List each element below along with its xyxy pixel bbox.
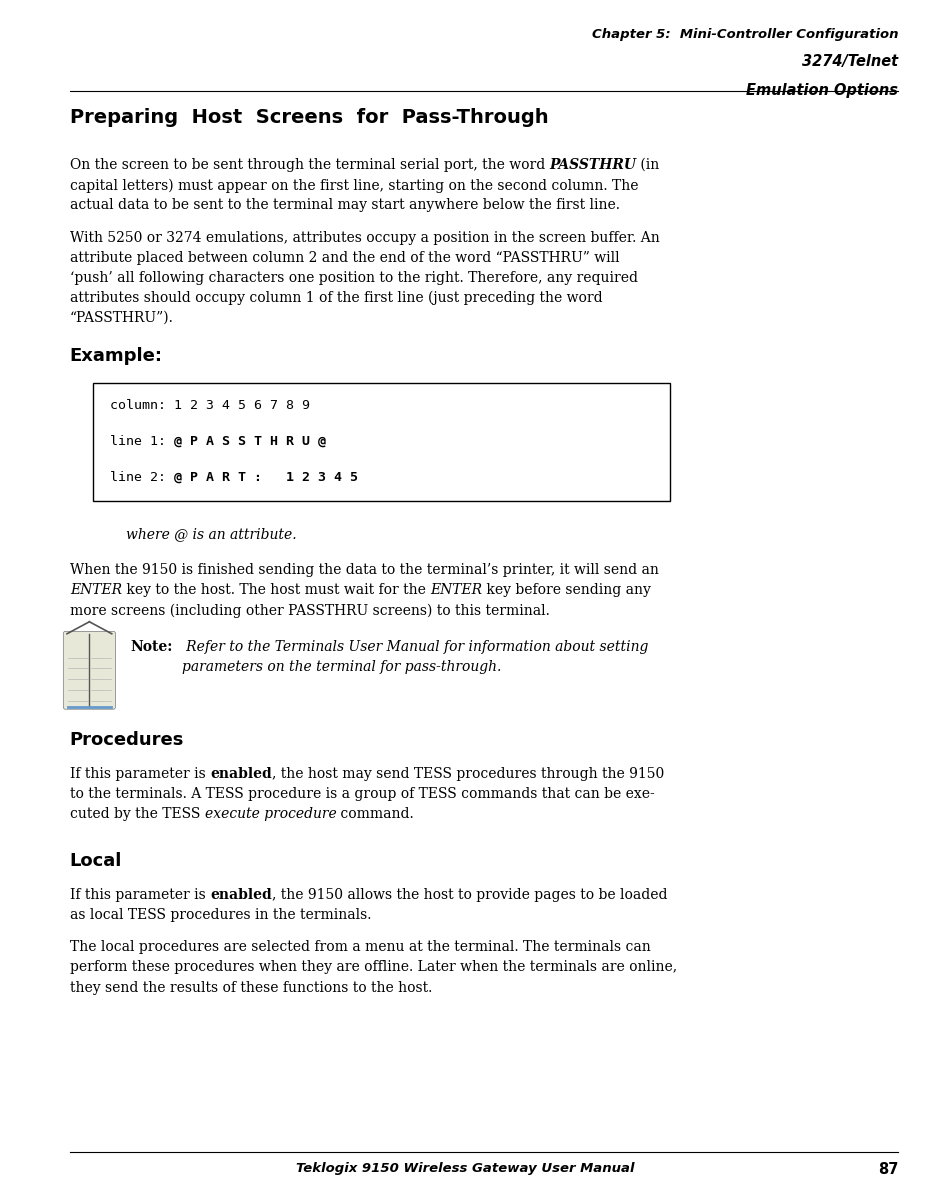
Text: ENTER: ENTER (70, 583, 122, 598)
Text: ‘push’ all following characters one position to the right. Therefore, any requir: ‘push’ all following characters one posi… (70, 271, 638, 285)
Text: to the terminals. A TESS procedure is a group of TESS commands that can be exe-: to the terminals. A TESS procedure is a … (70, 787, 654, 801)
Text: If this parameter is: If this parameter is (70, 888, 210, 902)
Text: as local TESS procedures in the terminals.: as local TESS procedures in the terminal… (70, 908, 371, 922)
Bar (93, 383, 670, 501)
FancyBboxPatch shape (63, 631, 115, 709)
Text: ENTER: ENTER (430, 583, 482, 598)
Text: line 1:: line 1: (110, 435, 174, 448)
Text: 3274/Telnet: 3274/Telnet (803, 54, 898, 69)
Text: key to the host. The host must wait for the: key to the host. The host must wait for … (122, 583, 430, 598)
Text: command.: command. (336, 807, 414, 822)
Text: Preparing  Host  Screens  for  Pass-Through: Preparing Host Screens for Pass-Through (70, 108, 548, 127)
Text: attribute placed between column 2 and the end of the word “PASSTHRU” will: attribute placed between column 2 and th… (70, 250, 619, 265)
Text: With 5250 or 3274 emulations, attributes occupy a position in the screen buffer.: With 5250 or 3274 emulations, attributes… (70, 230, 659, 244)
Text: they send the results of these functions to the host.: they send the results of these functions… (70, 980, 432, 994)
Text: Refer to the Terminals User Manual for information about setting: Refer to the Terminals User Manual for i… (173, 640, 648, 654)
Text: key before sending any: key before sending any (482, 583, 651, 598)
Text: execute procedure: execute procedure (205, 807, 336, 822)
Text: Chapter 5:  Mini-Controller Configuration: Chapter 5: Mini-Controller Configuration (592, 28, 898, 41)
Text: Note:: Note: (130, 640, 173, 654)
Text: On the screen to be sent through the terminal serial port, the word: On the screen to be sent through the ter… (70, 158, 549, 173)
Text: “PASSTHRU”).: “PASSTHRU”). (70, 311, 174, 325)
Text: enabled: enabled (210, 888, 272, 902)
Text: The local procedures are selected from a menu at the terminal. The terminals can: The local procedures are selected from a… (70, 940, 651, 955)
Text: Procedures: Procedures (70, 731, 184, 749)
Text: Teklogix 9150 Wireless Gateway User Manual: Teklogix 9150 Wireless Gateway User Manu… (296, 1162, 635, 1175)
Text: where @ is an attribute.: where @ is an attribute. (126, 527, 296, 541)
Text: perform these procedures when they are offline. Later when the terminals are onl: perform these procedures when they are o… (70, 961, 677, 974)
Text: When the 9150 is finished sending the data to the terminal’s printer, it will se: When the 9150 is finished sending the da… (70, 563, 659, 577)
Text: PASSTHRU: PASSTHRU (549, 158, 637, 173)
Text: @ P A R T :   1 2 3 4 5: @ P A R T : 1 2 3 4 5 (174, 471, 358, 484)
Text: , the 9150 allows the host to provide pages to be loaded: , the 9150 allows the host to provide pa… (272, 888, 668, 902)
Text: actual data to be sent to the terminal may start anywhere below the first line.: actual data to be sent to the terminal m… (70, 199, 620, 212)
Text: Example:: Example: (70, 347, 163, 365)
Text: If this parameter is: If this parameter is (70, 767, 210, 781)
Text: @ P A S S T H R U @: @ P A S S T H R U @ (174, 435, 326, 448)
Text: parameters on the terminal for pass-through.: parameters on the terminal for pass-thro… (182, 660, 502, 673)
Text: attributes should occupy column 1 of the first line (just preceding the word: attributes should occupy column 1 of the… (70, 291, 602, 305)
Text: enabled: enabled (210, 767, 272, 781)
Text: , the host may send TESS procedures through the 9150: , the host may send TESS procedures thro… (272, 767, 664, 781)
Text: 87: 87 (878, 1162, 898, 1178)
Text: cuted by the TESS: cuted by the TESS (70, 807, 205, 822)
Text: Local: Local (70, 852, 122, 870)
Text: column: 1 2 3 4 5 6 7 8 9: column: 1 2 3 4 5 6 7 8 9 (110, 399, 310, 412)
Text: capital letters) must appear on the first line, starting on the second column. T: capital letters) must appear on the firs… (70, 179, 639, 193)
Text: line 2:: line 2: (110, 471, 174, 484)
Text: Emulation Options: Emulation Options (747, 83, 898, 98)
Text: (in: (in (637, 158, 660, 173)
Text: more screens (including other PASSTHRU screens) to this terminal.: more screens (including other PASSTHRU s… (70, 604, 549, 618)
